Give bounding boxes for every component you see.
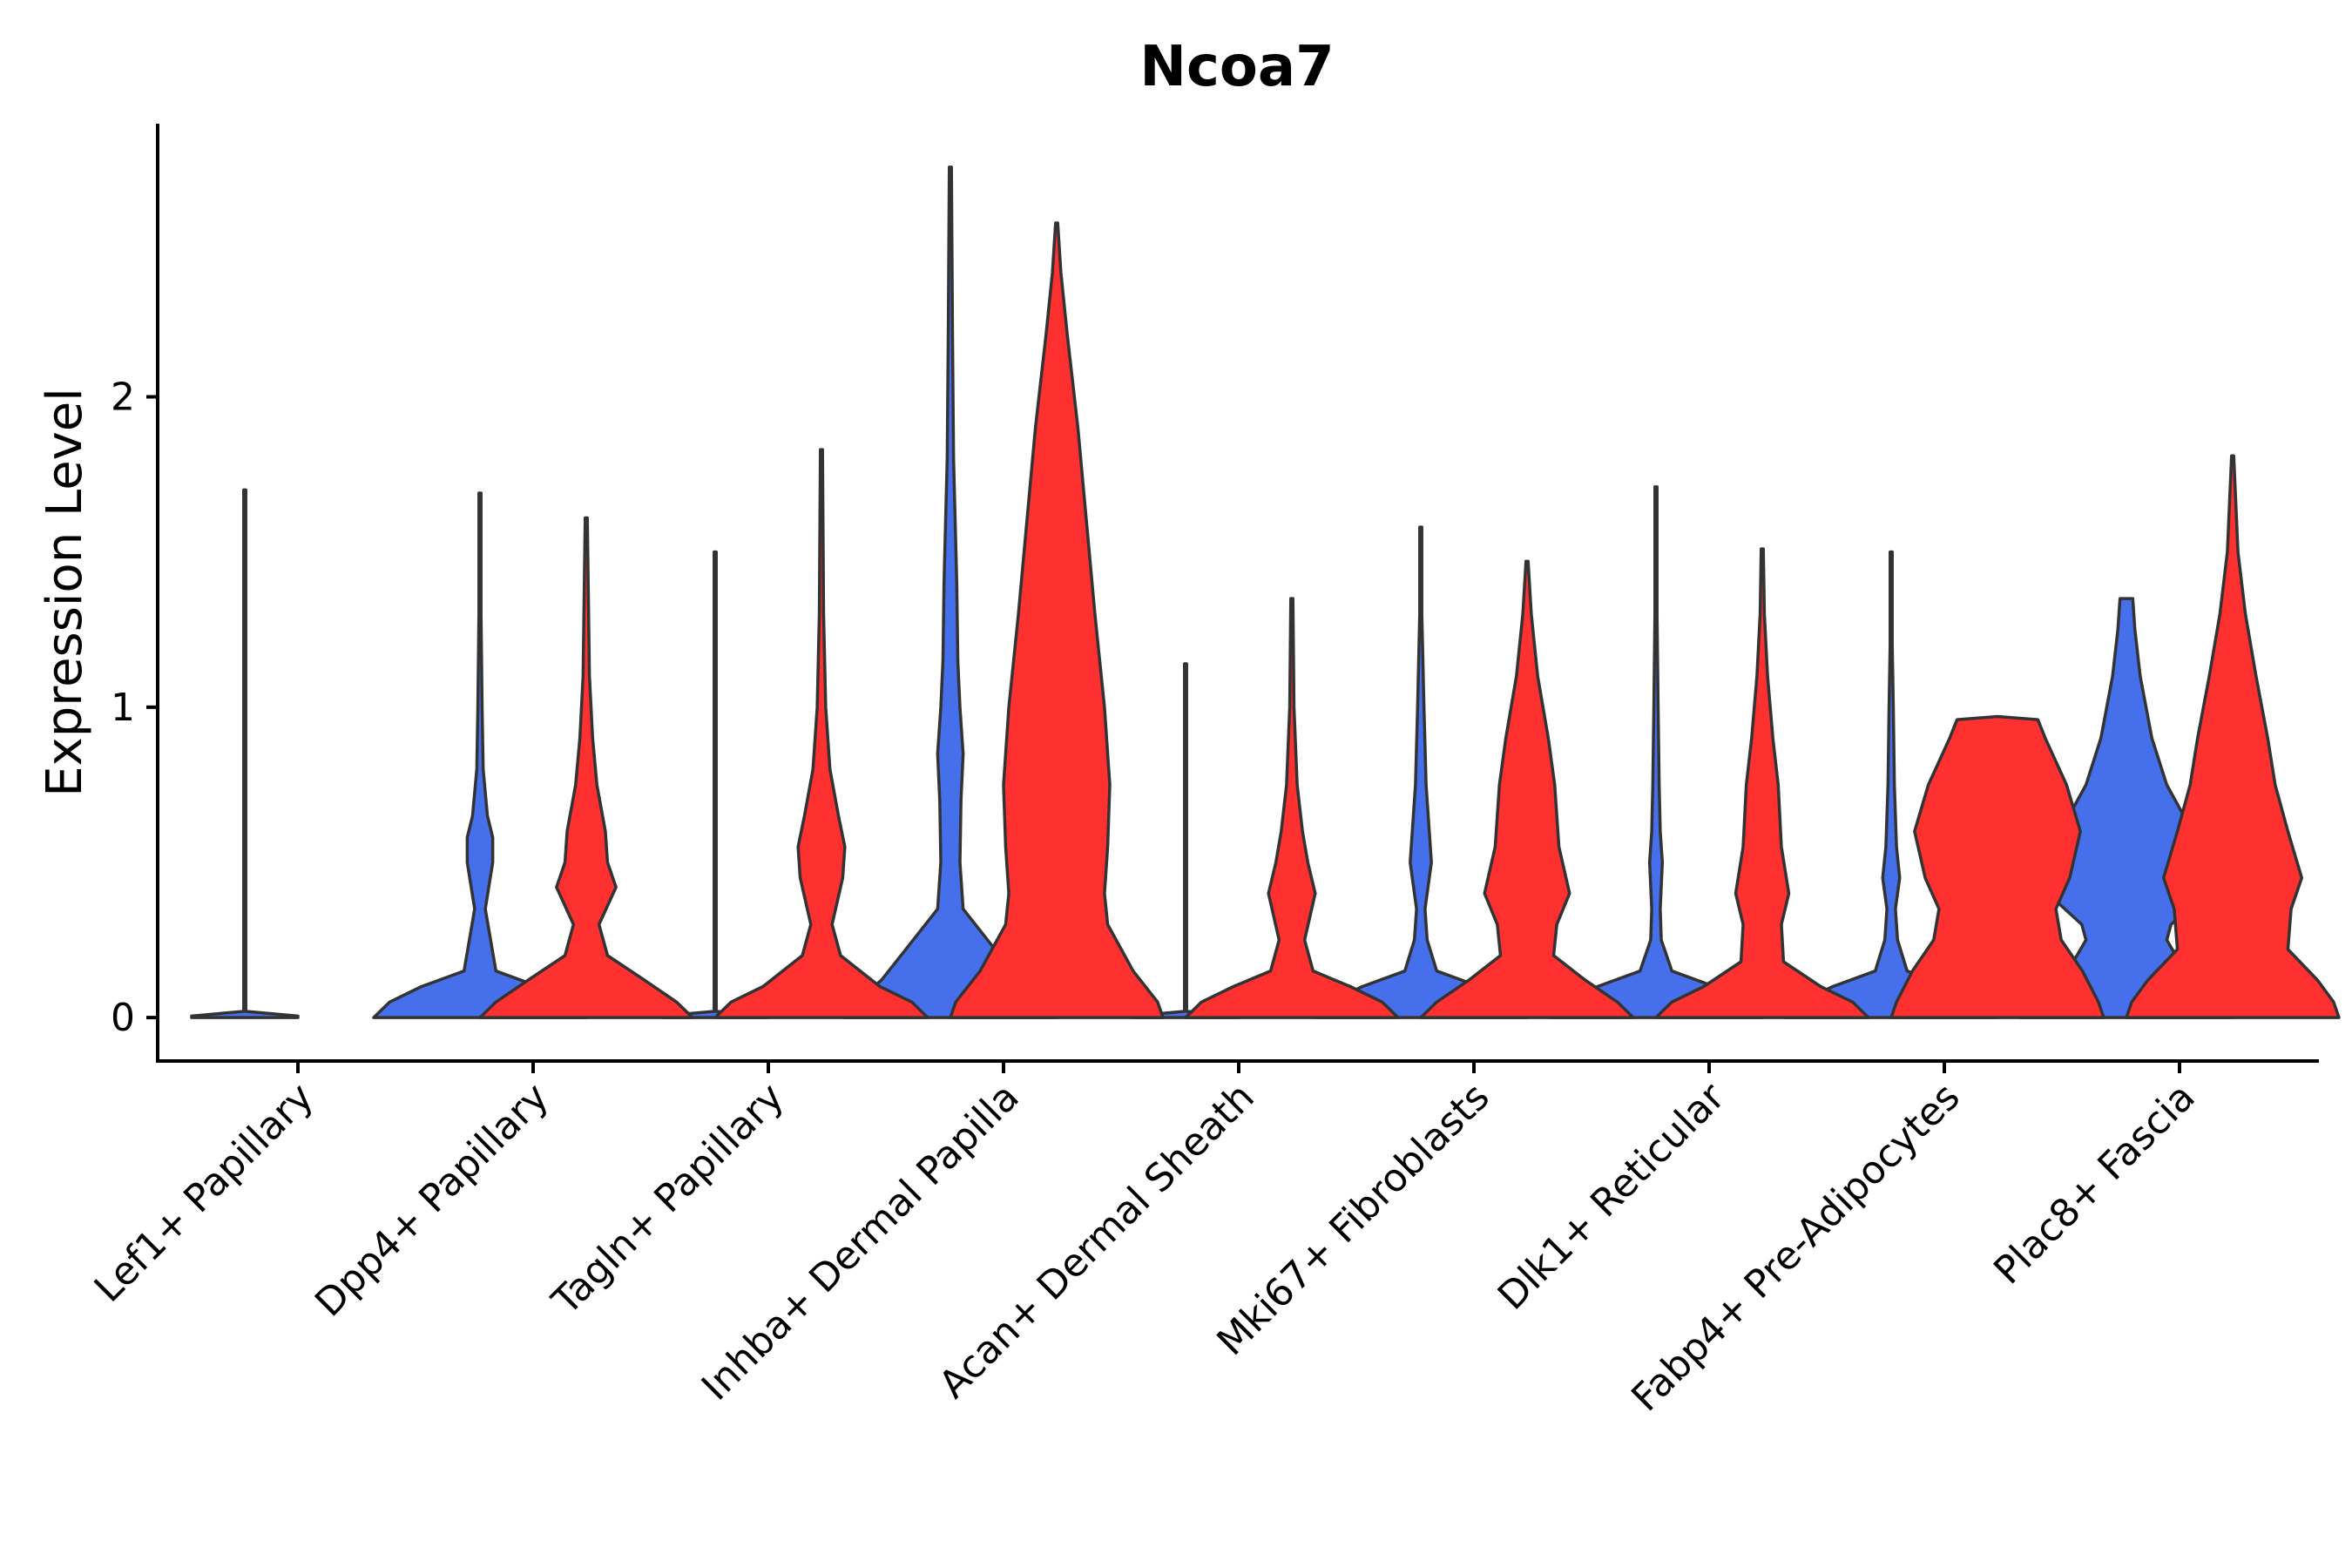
violin-group-2-3	[949, 221, 1165, 1019]
violin-group-1-3	[842, 166, 1058, 1019]
violin-group-2-2	[713, 448, 929, 1019]
violin-group-2-6	[1654, 547, 1870, 1019]
x-tick-label: Lef1+ Papillary	[86, 1075, 322, 1311]
violin-group-1-4	[1131, 662, 1240, 1019]
y-ticks: 0 1 2	[111, 375, 158, 1040]
violin-group-2-8	[2125, 454, 2341, 1019]
violin-group-1-5	[1313, 525, 1529, 1019]
violin-group-1-0	[190, 488, 300, 1019]
violin-group-1-1	[372, 491, 588, 1019]
x-tick-label: Plac8+ Fascia	[1985, 1075, 2204, 1294]
violin-group-2-5	[1419, 559, 1635, 1019]
x-tick-label: Dlk1+ Reticular	[1490, 1074, 1734, 1319]
x-tick-label: Dpp4+ Papillary	[307, 1075, 558, 1326]
y-tick-label: 1	[111, 686, 135, 730]
violin-group-2-4	[1184, 597, 1400, 1019]
x-tick-label: Tagln+ Papillary	[544, 1075, 793, 1324]
chart-title: Ncoa7	[1139, 35, 1334, 99]
y-tick-label: 0	[111, 996, 135, 1040]
violins-layer	[190, 166, 2341, 1019]
violin-group-1-7	[1783, 550, 1999, 1019]
violin-group-1-2	[660, 550, 770, 1019]
x-tick-label: Mki67+ Fibroblasts	[1208, 1075, 1497, 1364]
violin-group-2-7	[1889, 714, 2105, 1019]
y-axis-label: Expression Level	[37, 388, 93, 797]
violin-group-1-6	[1548, 485, 1764, 1019]
y-tick-label: 2	[111, 375, 135, 420]
violin-group-2-1	[478, 516, 694, 1019]
